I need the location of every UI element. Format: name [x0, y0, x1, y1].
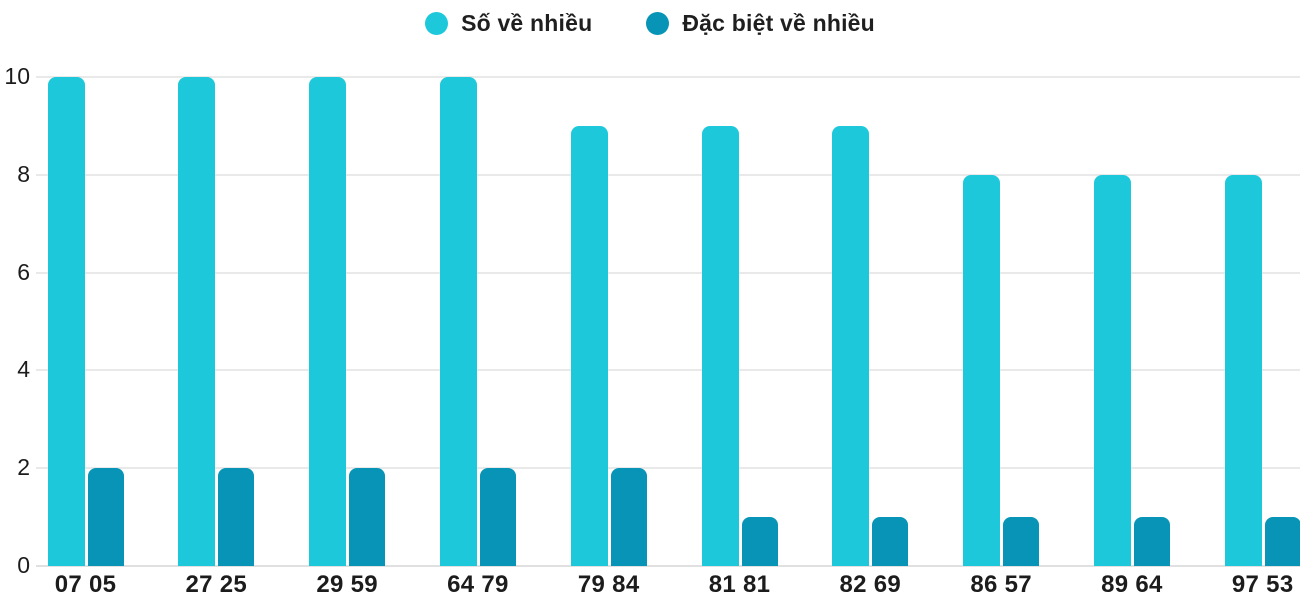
y-tick-label-8: 8 [17, 160, 30, 187]
legend-dot-so-ve-nhieu-icon [425, 12, 449, 35]
gridline-y-4 [36, 369, 1300, 372]
x-tick-label-81-81: 81 81 [708, 571, 771, 598]
bar-so-ve-nhieu-89-64[interactable] [1093, 174, 1131, 566]
chart-legend: Số về nhiều Đặc biệt về nhiều [0, 10, 1300, 37]
x-tick-label-29-59: 29 59 [316, 571, 378, 598]
bar-dac-biet-ve-nhieu-27-25[interactable] [218, 468, 255, 566]
bar-dac-biet-ve-nhieu-29-59[interactable] [349, 468, 386, 566]
legend-dot-dac-biet-ve-nhieu-icon [646, 12, 670, 35]
y-tick-label-10: 10 [4, 63, 30, 89]
gridline-y-2 [36, 467, 1300, 470]
legend-item-so-ve-nhieu[interactable]: Số về nhiều [425, 10, 592, 37]
bar-dac-biet-ve-nhieu-86-57[interactable] [1003, 517, 1040, 566]
x-tick-label-89-64: 89 64 [1101, 571, 1163, 598]
x-tick-label-64-79: 64 79 [447, 571, 509, 598]
bar-so-ve-nhieu-79-84[interactable] [570, 125, 608, 566]
x-tick-label-86-57: 86 57 [970, 571, 1032, 598]
x-tick-label-97-53: 97 53 [1231, 571, 1294, 598]
x-tick-label-27-25: 27 25 [185, 571, 248, 598]
x-tick-label-82-69: 82 69 [839, 571, 902, 598]
bar-so-ve-nhieu-97-53[interactable] [1224, 174, 1262, 566]
gridline-y-8 [36, 173, 1300, 176]
bar-dac-biet-ve-nhieu-97-53[interactable] [1264, 517, 1300, 566]
bar-dac-biet-ve-nhieu-82-69[interactable] [872, 517, 909, 566]
x-axis-line [36, 565, 1300, 567]
y-tick-label-2: 2 [17, 454, 30, 481]
bar-so-ve-nhieu-64-79[interactable] [439, 77, 477, 566]
legend-item-dac-biet-ve-nhieu[interactable]: Đặc biệt về nhiều [646, 10, 875, 37]
bar-dac-biet-ve-nhieu-79-84[interactable] [610, 468, 647, 566]
bar-so-ve-nhieu-29-59[interactable] [309, 77, 347, 566]
bar-dac-biet-ve-nhieu-81-81[interactable] [741, 517, 778, 566]
gridline-y-6 [36, 271, 1300, 274]
y-tick-label-0: 0 [17, 552, 30, 578]
bar-dac-biet-ve-nhieu-64-79[interactable] [479, 468, 516, 566]
bar-so-ve-nhieu-82-69[interactable] [832, 125, 870, 566]
x-tick-label-79-84: 79 84 [577, 571, 640, 598]
y-tick-label-6: 6 [17, 258, 30, 285]
bar-dac-biet-ve-nhieu-07-05[interactable] [87, 468, 124, 566]
y-tick-label-4: 4 [17, 356, 30, 383]
bar-so-ve-nhieu-81-81[interactable] [701, 125, 739, 566]
bar-so-ve-nhieu-86-57[interactable] [963, 174, 1001, 566]
bar-so-ve-nhieu-27-25[interactable] [178, 77, 216, 566]
legend-label-so-ve-nhieu: Số về nhiều [461, 10, 593, 36]
gridline-y-10 [36, 76, 1300, 78]
legend-label-dac-biet-ve-nhieu: Đặc biệt về nhiều [682, 10, 875, 36]
bar-so-ve-nhieu-07-05[interactable] [47, 77, 85, 566]
x-tick-label-07-05: 07 05 [54, 571, 117, 598]
bar-dac-biet-ve-nhieu-89-64[interactable] [1133, 517, 1170, 566]
